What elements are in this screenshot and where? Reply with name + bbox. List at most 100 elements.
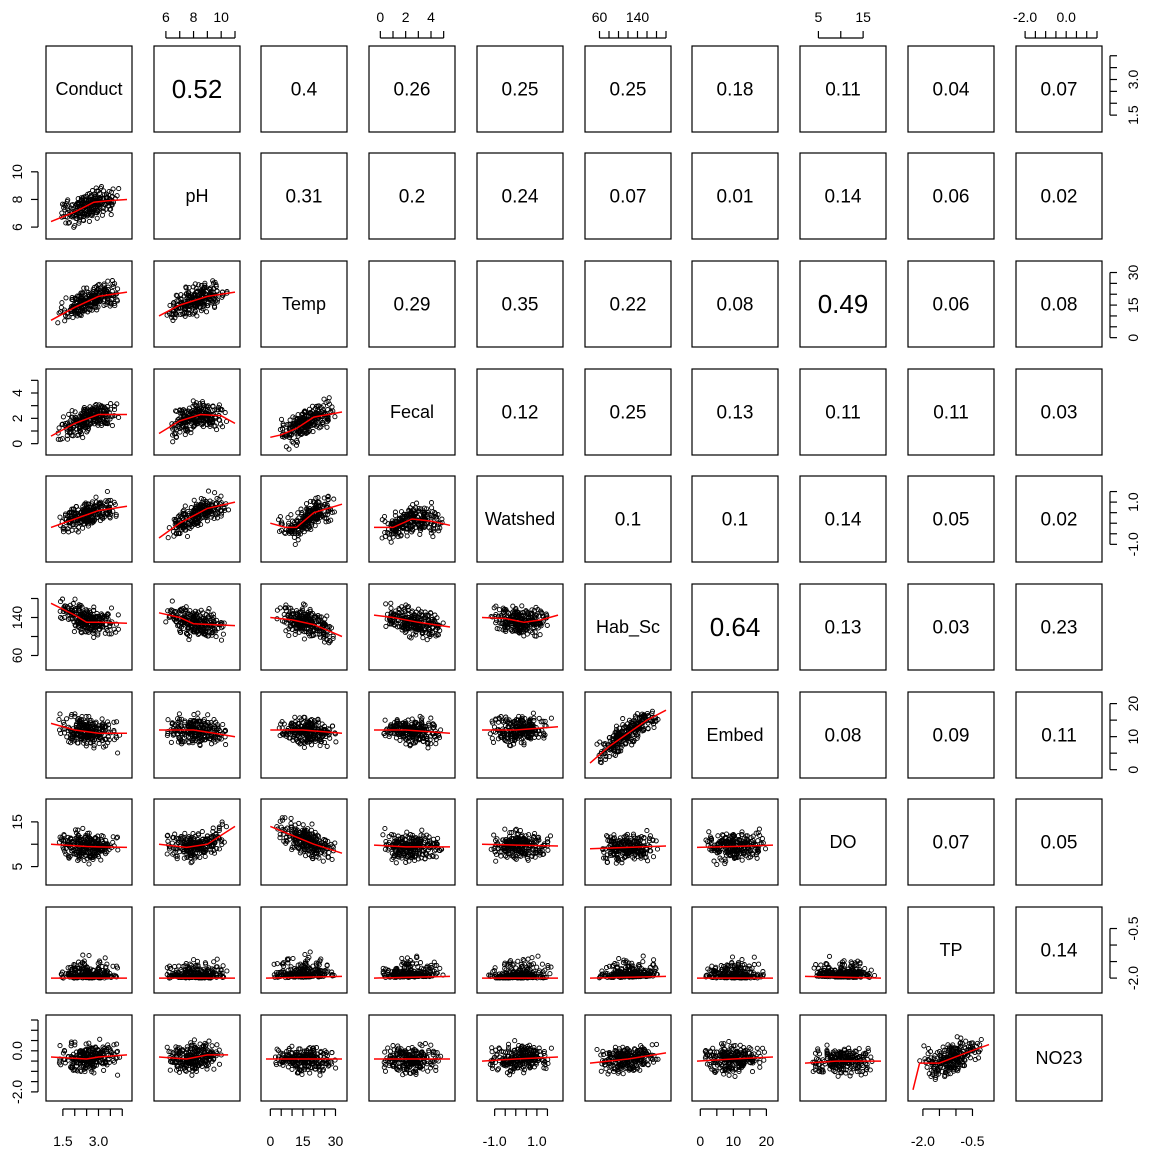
scatter-point bbox=[183, 409, 189, 415]
scatter-point bbox=[169, 314, 175, 321]
correlation-value: 0.02 bbox=[1041, 187, 1078, 208]
scatter-point bbox=[100, 516, 106, 522]
panel-ph-hab-sc: 0.07 bbox=[584, 152, 672, 240]
correlation-value: 0.01 bbox=[717, 187, 754, 208]
panel-fecal-ph bbox=[153, 368, 241, 456]
scatter-point bbox=[180, 508, 186, 514]
scatter-point bbox=[169, 598, 175, 604]
scatter-point bbox=[178, 297, 184, 303]
panel-watshed-no23: 0.02 bbox=[1015, 475, 1103, 563]
scatter-point bbox=[212, 423, 218, 429]
scatter-point bbox=[195, 710, 201, 716]
scatter-point bbox=[438, 727, 444, 733]
scatter-point bbox=[213, 634, 219, 640]
panel-frame bbox=[1015, 368, 1103, 456]
panel-fecal-do: 0.11 bbox=[799, 368, 887, 456]
correlation-value: 0.04 bbox=[933, 80, 970, 101]
scatter-point bbox=[404, 533, 410, 539]
scatter-point bbox=[429, 505, 435, 511]
correlation-value: 0.06 bbox=[933, 187, 970, 208]
scatter-point bbox=[210, 420, 216, 426]
correlation-value: 0.2 bbox=[399, 187, 425, 208]
panel-embed-watshed bbox=[476, 691, 564, 779]
scatter-point bbox=[173, 311, 179, 317]
scatter-point bbox=[59, 300, 65, 306]
panel-frame bbox=[1015, 260, 1103, 348]
correlation-value: 0.25 bbox=[610, 80, 647, 101]
scatter-point bbox=[220, 721, 226, 728]
scatter-point bbox=[193, 285, 199, 292]
scatter-point bbox=[315, 403, 321, 409]
scatter-point bbox=[388, 600, 394, 606]
scatter-point bbox=[69, 527, 75, 533]
scatter-point bbox=[295, 537, 301, 543]
scatter-point bbox=[64, 716, 70, 722]
scatter-point bbox=[103, 502, 109, 509]
scatter-point bbox=[193, 301, 199, 307]
panel-frame bbox=[691, 368, 779, 456]
scatter-point bbox=[104, 488, 110, 495]
scatter-point bbox=[83, 502, 89, 508]
scatter-point bbox=[530, 710, 536, 716]
panel-frame bbox=[45, 260, 133, 348]
scatter-point bbox=[70, 202, 76, 208]
scatter-point bbox=[105, 407, 111, 413]
scatter-point bbox=[295, 415, 301, 421]
scatter-point bbox=[212, 304, 218, 310]
scatter-point bbox=[62, 318, 68, 324]
correlation-value: 0.25 bbox=[502, 80, 539, 101]
panel-temp-tp: 0.06 bbox=[907, 260, 995, 348]
scatter-point bbox=[83, 306, 89, 312]
panel-fecal-temp bbox=[260, 368, 348, 456]
scatter-point bbox=[409, 608, 415, 614]
scatter-point bbox=[208, 741, 215, 747]
scatter-point bbox=[93, 209, 99, 216]
scatter-point bbox=[428, 715, 434, 721]
correlation-value: 0.06 bbox=[933, 295, 970, 316]
scatter-point bbox=[90, 210, 96, 216]
scatter-point bbox=[112, 403, 118, 409]
scatter-point bbox=[103, 417, 109, 423]
scatter-point bbox=[417, 531, 423, 537]
scatter-point bbox=[116, 414, 122, 421]
smoother-line bbox=[50, 413, 127, 437]
scatter-point bbox=[163, 619, 169, 625]
scatter-point bbox=[440, 620, 446, 626]
scatter-point bbox=[183, 291, 189, 297]
scatter-point bbox=[63, 295, 69, 301]
scatter-point bbox=[83, 714, 89, 720]
scatter-point bbox=[274, 607, 280, 613]
scatter-point bbox=[283, 602, 289, 608]
panel-frame bbox=[799, 368, 887, 456]
scatter-point bbox=[201, 415, 207, 421]
scatter-point bbox=[312, 422, 318, 428]
correlation-value: 0.25 bbox=[610, 403, 647, 424]
panel-ph-temp: 0.31 bbox=[260, 152, 348, 240]
scatter-point bbox=[98, 420, 104, 427]
scatter-point bbox=[167, 302, 173, 308]
panel-temp-conduct bbox=[45, 260, 133, 348]
smoother-line bbox=[270, 411, 343, 439]
panel-conduct-temp: 0.4 bbox=[260, 45, 348, 133]
scatter-point bbox=[192, 281, 198, 287]
scatter-point bbox=[98, 499, 104, 505]
scatter-point bbox=[206, 286, 212, 292]
scatter-point bbox=[178, 292, 184, 298]
scatter-point bbox=[213, 282, 219, 288]
panel-conduct-ph: 0.52 bbox=[153, 45, 241, 133]
scatter-point bbox=[193, 402, 199, 409]
scatter-point bbox=[301, 416, 307, 422]
scatter-point bbox=[62, 526, 68, 532]
panel-fecal-tp: 0.11 bbox=[907, 368, 995, 456]
smoother-line bbox=[50, 198, 128, 223]
scatter-point bbox=[78, 518, 84, 525]
scatter-point bbox=[281, 434, 287, 440]
correlation-value: 0.12 bbox=[502, 403, 539, 424]
scatter-point bbox=[333, 739, 339, 745]
correlation-value: 0.13 bbox=[825, 618, 862, 639]
scatter-point bbox=[90, 286, 96, 292]
scatter-point bbox=[77, 293, 83, 299]
panel-hab-sc-conduct bbox=[45, 583, 133, 671]
scatter-point bbox=[76, 432, 82, 438]
panel-fecal-hab-sc: 0.25 bbox=[584, 368, 672, 456]
